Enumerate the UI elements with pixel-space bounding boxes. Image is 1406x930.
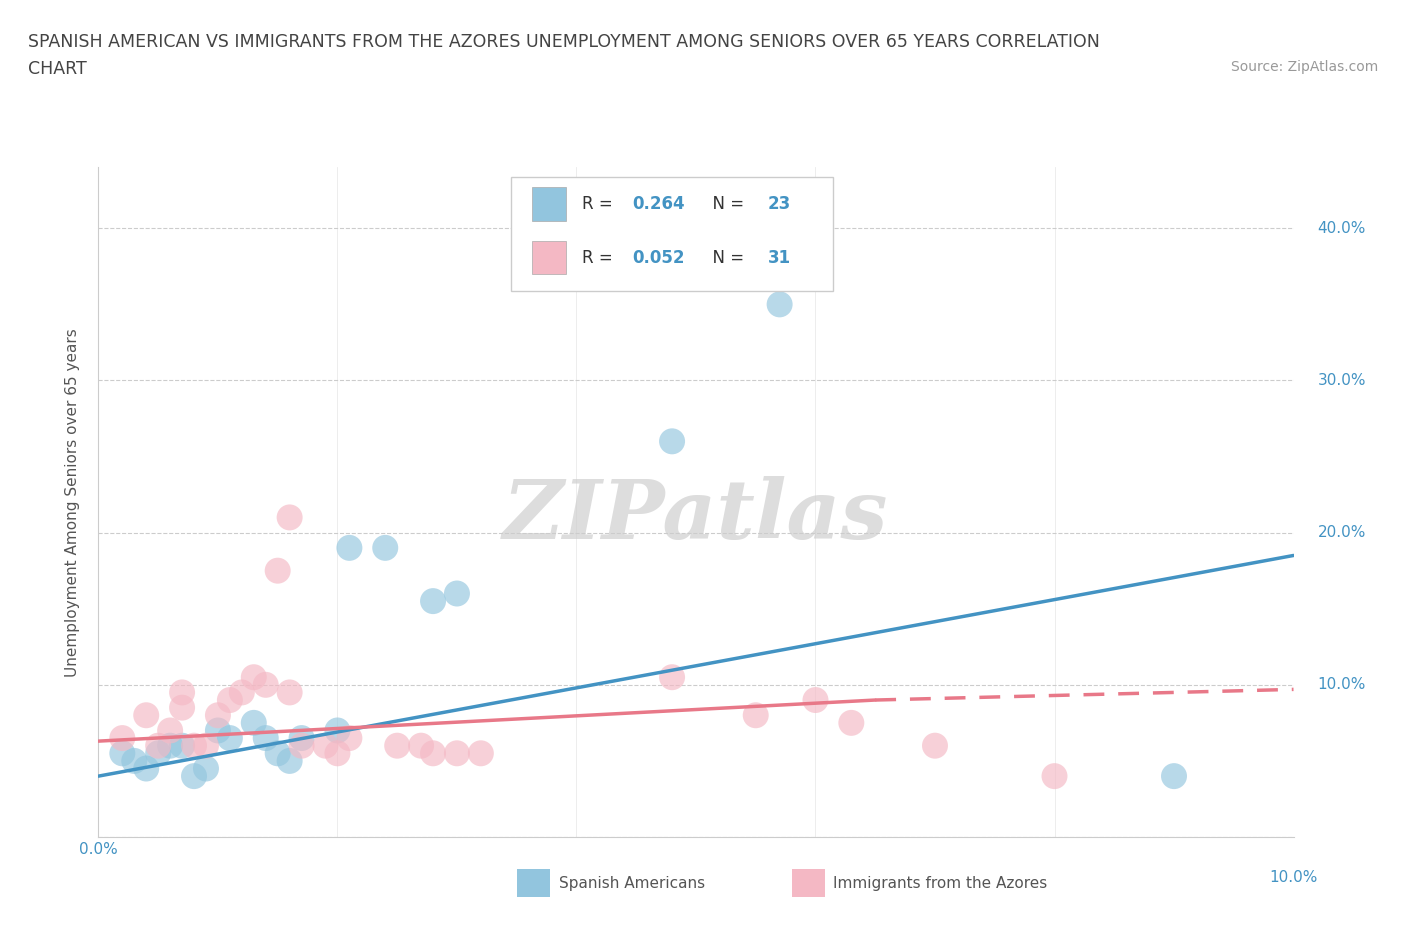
Point [148, 738, 170, 753]
Point [924, 738, 946, 753]
Point [194, 761, 218, 776]
Point [422, 746, 444, 761]
FancyBboxPatch shape [510, 178, 834, 291]
Point [1163, 769, 1185, 784]
Text: 10.0%: 10.0% [1270, 870, 1317, 885]
Point [804, 693, 827, 708]
Point [385, 738, 409, 753]
FancyBboxPatch shape [792, 870, 825, 897]
Point [254, 677, 277, 692]
Text: CHART: CHART [28, 60, 87, 78]
Point [183, 738, 205, 753]
Point [207, 723, 229, 737]
Point [183, 769, 205, 784]
Point [374, 540, 396, 555]
Point [159, 738, 181, 753]
Point [661, 434, 683, 449]
Point [219, 693, 242, 708]
Point [207, 708, 229, 723]
Text: N =: N = [702, 248, 749, 267]
Point [124, 753, 146, 768]
Text: 40.0%: 40.0% [1317, 220, 1365, 236]
Point [278, 753, 301, 768]
Point [661, 670, 683, 684]
Text: 31: 31 [768, 248, 790, 267]
Text: R =: R = [582, 248, 619, 267]
Text: Source: ZipAtlas.com: Source: ZipAtlas.com [1230, 60, 1378, 74]
Point [745, 708, 768, 723]
Point [243, 670, 266, 684]
Point [841, 715, 863, 730]
FancyBboxPatch shape [517, 870, 550, 897]
Point [159, 723, 181, 737]
Point [446, 586, 468, 601]
Point [446, 746, 468, 761]
Point [172, 738, 194, 753]
Text: 30.0%: 30.0% [1317, 373, 1365, 388]
FancyBboxPatch shape [533, 187, 565, 220]
Point [172, 700, 194, 715]
Point [267, 746, 290, 761]
Point [768, 297, 790, 312]
Point [111, 731, 134, 746]
Text: 10.0%: 10.0% [1317, 677, 1365, 692]
Point [315, 738, 337, 753]
Point [254, 731, 277, 746]
Point [339, 731, 360, 746]
Text: 23: 23 [768, 195, 792, 213]
Point [290, 738, 312, 753]
Text: N =: N = [702, 195, 749, 213]
Point [339, 540, 360, 555]
Point [422, 593, 444, 608]
Point [326, 723, 349, 737]
Point [411, 738, 433, 753]
Point [219, 731, 242, 746]
Text: 20.0%: 20.0% [1317, 525, 1365, 540]
Point [470, 746, 492, 761]
Point [278, 685, 301, 700]
Point [135, 761, 157, 776]
Point [290, 731, 312, 746]
Text: Spanish Americans: Spanish Americans [558, 876, 704, 891]
Text: 0.264: 0.264 [633, 195, 685, 213]
Text: Immigrants from the Azores: Immigrants from the Azores [834, 876, 1047, 891]
Point [111, 746, 134, 761]
Text: 0.052: 0.052 [633, 248, 685, 267]
Point [148, 746, 170, 761]
Point [172, 685, 194, 700]
Text: SPANISH AMERICAN VS IMMIGRANTS FROM THE AZORES UNEMPLOYMENT AMONG SENIORS OVER 6: SPANISH AMERICAN VS IMMIGRANTS FROM THE … [28, 33, 1099, 50]
Point [326, 746, 349, 761]
Point [135, 708, 157, 723]
Point [243, 715, 266, 730]
Point [231, 685, 253, 700]
Point [278, 510, 301, 525]
Point [267, 564, 290, 578]
FancyBboxPatch shape [533, 241, 565, 274]
Point [194, 738, 218, 753]
Text: R =: R = [582, 195, 619, 213]
Y-axis label: Unemployment Among Seniors over 65 years: Unemployment Among Seniors over 65 years [65, 328, 80, 677]
Text: ZIPatlas: ZIPatlas [503, 475, 889, 555]
Point [1043, 769, 1066, 784]
